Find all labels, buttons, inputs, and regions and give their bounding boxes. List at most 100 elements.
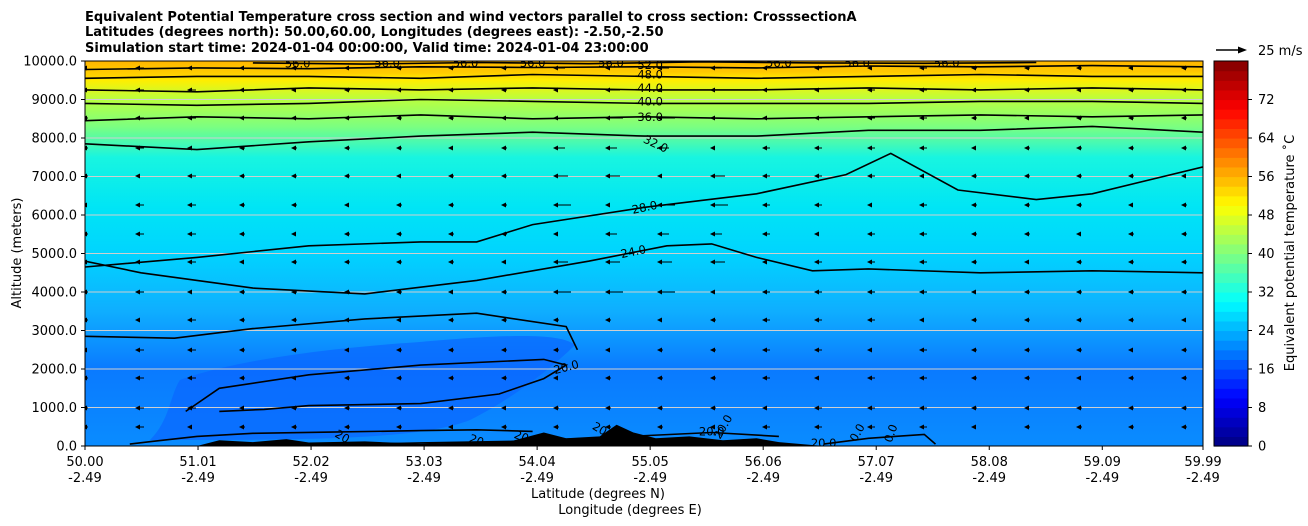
wind-vector-head <box>919 259 924 265</box>
wind-vector-head <box>1024 87 1029 93</box>
wind-vector-head <box>344 317 349 323</box>
y-tick-label: 2000.0 <box>32 363 78 378</box>
wind-vector-head <box>239 65 244 71</box>
wind-vector-head <box>291 317 296 323</box>
wind-vector-head <box>919 173 924 179</box>
wind-vector-head <box>239 231 244 237</box>
wind-vector-head <box>448 289 453 295</box>
wind-vector-head <box>710 145 715 151</box>
wind-vector-head <box>605 317 610 323</box>
wind-vector-head <box>135 65 140 71</box>
colorbar-band <box>1214 118 1248 129</box>
contour-label: 56.0 <box>844 56 870 70</box>
colorbar-band <box>1214 89 1248 101</box>
wind-vector-head <box>344 145 349 151</box>
y-axis-ticks: 0.0 1000.0 2000.0 3000.0 4000.0 5000.0 6000.0 7… <box>23 55 85 455</box>
wind-vector-head <box>657 173 662 179</box>
wind-vector-head <box>553 173 558 179</box>
wind-vector-head <box>239 424 244 430</box>
wind-vector-head <box>344 289 349 295</box>
wind-vector-head <box>1181 375 1186 381</box>
wind-vector-head <box>971 115 976 121</box>
wind-vector-head <box>814 289 819 295</box>
wind-vector-head <box>971 347 976 353</box>
wind-vector-head <box>344 424 349 430</box>
wind-vector-head <box>396 259 401 265</box>
wind-vector-head <box>239 173 244 179</box>
wind-vector-head <box>919 405 924 411</box>
wind-vector-head <box>1076 87 1081 93</box>
x-tick-label-lat: 56.06 <box>745 455 782 470</box>
contour-label: 56.0 <box>520 56 546 70</box>
wind-vector-head <box>501 65 506 71</box>
wind-vector-head <box>1024 173 1029 179</box>
wind-vector-head <box>710 289 715 295</box>
wind-vector-head <box>605 173 610 179</box>
wind-vector-head <box>448 317 453 323</box>
colorbar-band <box>1214 359 1248 370</box>
x-tick-label-lat: 50.00 <box>66 455 103 470</box>
colorbar-band <box>1214 243 1248 255</box>
contour-label: 56.0 <box>453 56 479 70</box>
y-tick-label: 8000.0 <box>32 132 78 147</box>
colorbar-tick-label: 56 <box>1258 170 1275 185</box>
wind-vector-head <box>867 115 872 121</box>
wind-vector-head <box>762 145 767 151</box>
wind-vector-head <box>814 424 819 430</box>
wind-vector-head <box>605 347 610 353</box>
wind-vector-head <box>1181 405 1186 411</box>
x-axis-label-longitude: Longitude (degrees E) <box>558 503 702 518</box>
wind-vector-head <box>187 259 192 265</box>
wind-vector-head <box>814 145 819 151</box>
wind-vector-head <box>344 65 349 71</box>
wind-vector-head <box>501 259 506 265</box>
wind-vector-head <box>971 231 976 237</box>
quiver-key-label: 25 m/s <box>1258 44 1303 59</box>
wind-vector-head <box>1024 145 1029 151</box>
wind-vector-head <box>605 259 610 265</box>
colorbar-band <box>1214 186 1248 197</box>
wind-vector-head <box>187 202 192 208</box>
wind-vector-head <box>867 65 872 71</box>
x-tick-label-lon: -2.49 <box>1186 471 1220 486</box>
wind-vector-head <box>135 115 140 121</box>
x-tick-label-lon: -2.49 <box>1085 471 1119 486</box>
colorbar-tick-label: 40 <box>1258 247 1275 262</box>
wind-vector-head <box>657 347 662 353</box>
wind-vector-head <box>814 173 819 179</box>
colorbar-band <box>1214 176 1248 187</box>
wind-vector-head <box>919 289 924 295</box>
wind-vector-head <box>971 87 976 93</box>
wind-vector-head <box>291 289 296 295</box>
colorbar-band <box>1214 426 1248 437</box>
wind-vector-head <box>710 87 715 93</box>
wind-vector-head <box>239 145 244 151</box>
contour-label: 44.0 <box>637 81 663 95</box>
wind-vector-head <box>1024 347 1029 353</box>
colorbar-band <box>1214 234 1248 245</box>
colorbar-label: Equivalent potential temperature ˚C <box>1282 135 1298 371</box>
wind-vector-head <box>1076 424 1081 430</box>
wind-vector-head <box>187 405 192 411</box>
wind-vector-head <box>187 87 192 93</box>
wind-vector-head <box>710 347 715 353</box>
colorbar-band <box>1214 349 1248 360</box>
wind-vector-head <box>501 375 506 381</box>
y-tick-label: 6000.0 <box>32 209 78 224</box>
contour-line-24-0 <box>85 312 579 351</box>
contour-label: 28.0 <box>631 198 659 217</box>
colorbar-band <box>1214 109 1248 120</box>
x-tick-label-lon: -2.49 <box>520 471 554 486</box>
contour-line-32-0 <box>85 125 1203 151</box>
contour-label: 20.0 <box>811 436 837 450</box>
wind-vector-head <box>1128 259 1133 265</box>
contour-label: 20.0 <box>699 424 725 438</box>
wind-vector-head <box>553 65 558 71</box>
wind-vector-head <box>448 424 453 430</box>
wind-vector-head <box>1024 115 1029 121</box>
x-axis-ticks: 50.00-2.4951.01-2.4952.02-2.4953.03-2.49… <box>66 446 1222 486</box>
wind-vector-head <box>187 317 192 323</box>
wind-vector-head <box>1181 87 1186 93</box>
wind-vector-head <box>867 405 872 411</box>
contour-label: 36.0 <box>637 110 663 124</box>
